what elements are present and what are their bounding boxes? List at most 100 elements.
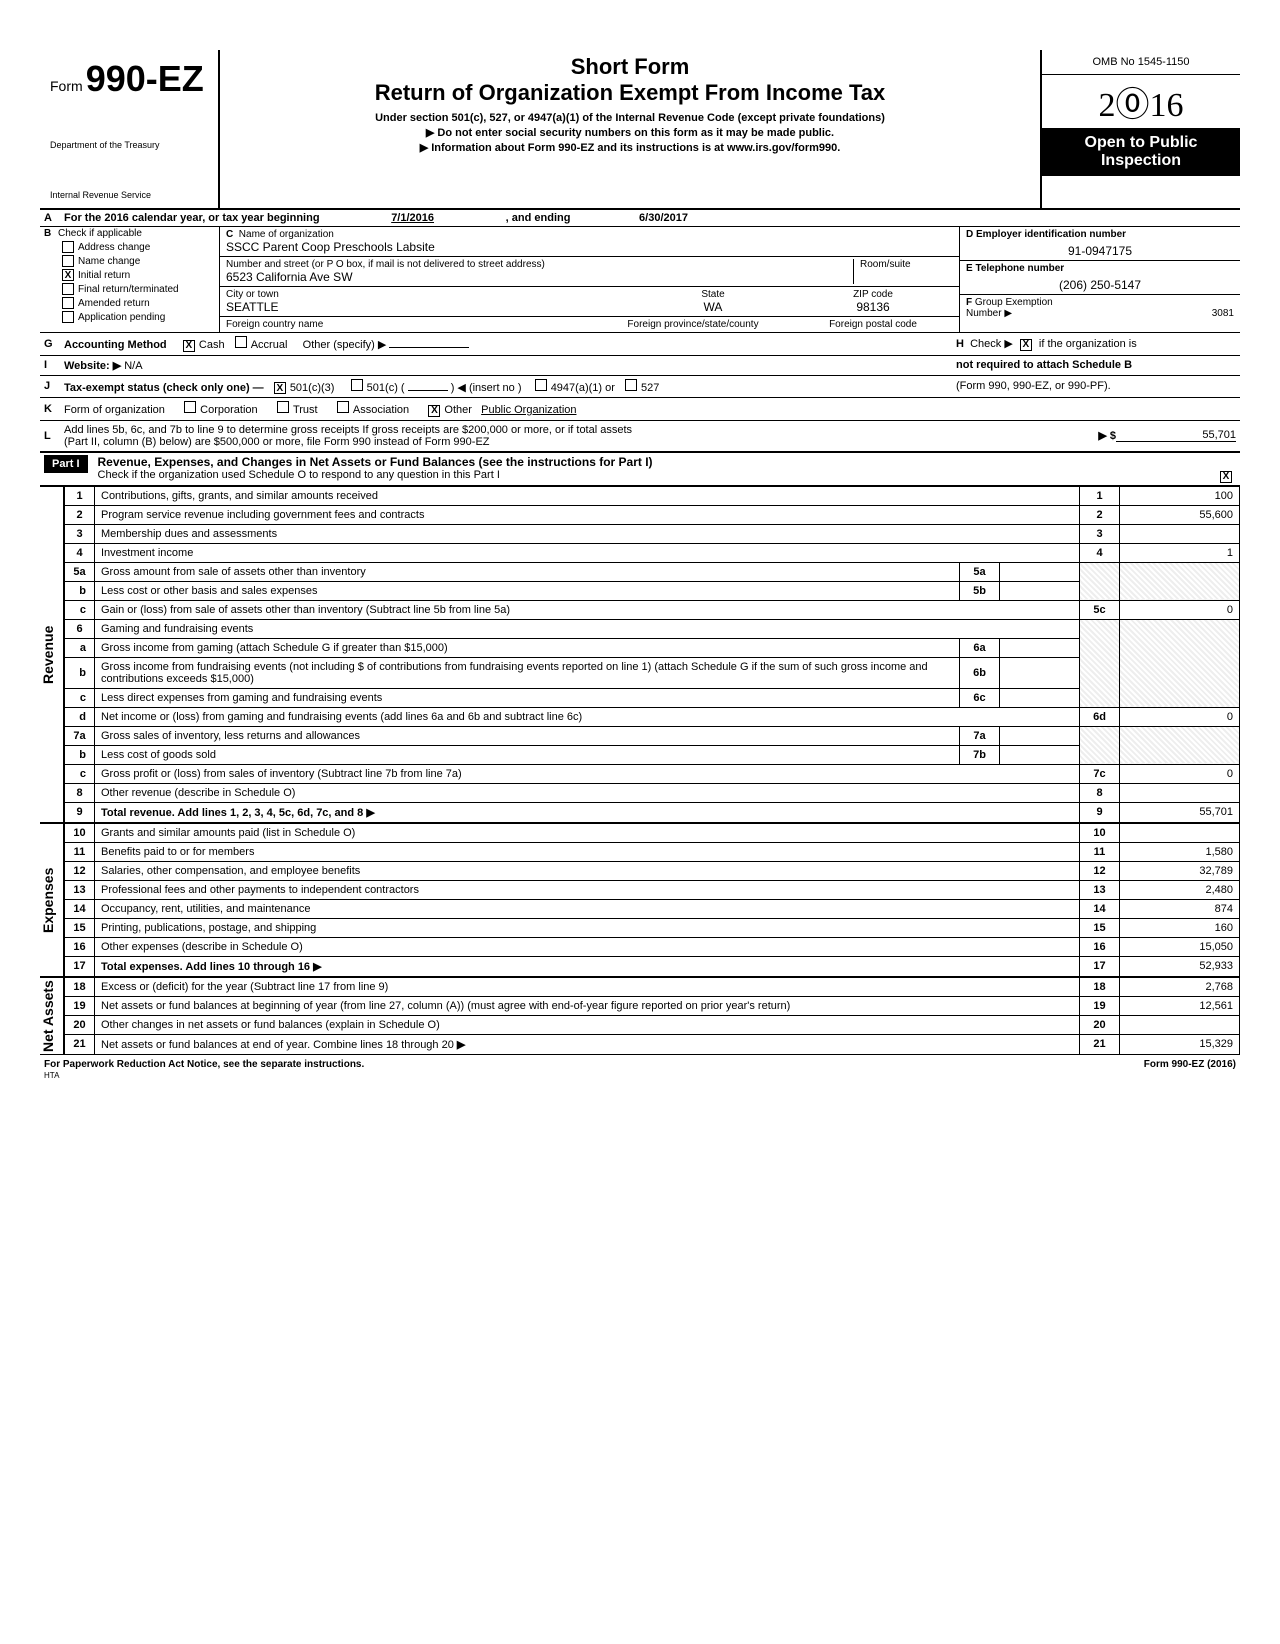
org-city: SEATTLE bbox=[226, 300, 278, 314]
line21-v: 15,329 bbox=[1120, 1034, 1240, 1054]
line19-r: 19 bbox=[1080, 996, 1120, 1015]
line5b-desc: Less cost or other basis and sales expen… bbox=[101, 585, 317, 597]
a-end: 6/30/2017 bbox=[574, 212, 754, 224]
line11-v: 1,580 bbox=[1120, 842, 1240, 861]
line12-v: 32,789 bbox=[1120, 861, 1240, 880]
line10-v bbox=[1120, 823, 1240, 842]
check-initial[interactable]: X bbox=[62, 269, 74, 281]
j-opt1: 501(c)(3) bbox=[290, 382, 335, 394]
line15-desc: Printing, publications, postage, and shi… bbox=[101, 922, 316, 934]
g-other-line bbox=[389, 347, 469, 348]
label-e: E bbox=[966, 263, 973, 274]
line1-v: 100 bbox=[1120, 486, 1240, 505]
c-city-lbl: City or town bbox=[226, 289, 279, 300]
line10-r: 10 bbox=[1080, 823, 1120, 842]
check-amended[interactable] bbox=[62, 297, 74, 309]
line21-desc: Net assets or fund balances at end of ye… bbox=[101, 1039, 454, 1051]
k-corp: Corporation bbox=[200, 404, 257, 416]
line7c-r: 7c bbox=[1080, 764, 1120, 783]
h-text4: (Form 990, 990-EZ, or 990-PF). bbox=[956, 380, 1111, 392]
h-content: H Check ▶ X if the organization is bbox=[956, 337, 1236, 351]
f-heading: Group Exemption bbox=[975, 297, 1053, 308]
check-4947[interactable] bbox=[535, 379, 547, 391]
line13-desc: Professional fees and other payments to … bbox=[101, 884, 419, 896]
check-address[interactable] bbox=[62, 241, 74, 253]
line2-r: 2 bbox=[1080, 505, 1120, 524]
expenses-table: 10 Grants and similar amounts paid (list … bbox=[64, 823, 1240, 977]
b-item-4: Amended return bbox=[78, 298, 150, 309]
netassets-table: 18Excess or (deficit) for the year (Subt… bbox=[64, 977, 1240, 1055]
j-opt3: 4947(a)(1) or bbox=[551, 382, 615, 394]
check-other-org[interactable]: X bbox=[428, 405, 440, 417]
check-501c3[interactable]: X bbox=[274, 382, 286, 394]
line12-desc: Salaries, other compensation, and employ… bbox=[101, 865, 360, 877]
h-text1: Check ▶ bbox=[970, 338, 1013, 350]
c-foreign-lbl: Foreign country name bbox=[226, 319, 323, 330]
revenue-label: Revenue bbox=[40, 486, 64, 823]
k-trust: Trust bbox=[293, 404, 318, 416]
form-number: 990-EZ bbox=[86, 58, 204, 99]
label-k: K bbox=[44, 403, 64, 415]
check-501c[interactable] bbox=[351, 379, 363, 391]
label-h: H bbox=[956, 338, 964, 350]
c-fprov-lbl: Foreign province/state/county bbox=[627, 319, 758, 330]
line15-v: 160 bbox=[1120, 918, 1240, 937]
expenses-label: Expenses bbox=[40, 823, 64, 977]
check-pending[interactable] bbox=[62, 311, 74, 323]
check-h[interactable]: X bbox=[1020, 339, 1032, 351]
l-text1: Add lines 5b, 6c, and 7b to line 9 to de… bbox=[64, 424, 632, 436]
line18-desc: Excess or (deficit) for the year (Subtra… bbox=[101, 981, 388, 993]
b-heading: Check if applicable bbox=[58, 228, 142, 239]
line14-desc: Occupancy, rent, utilities, and maintena… bbox=[101, 903, 311, 915]
header-row: Form 990-EZ Department of the Treasury I… bbox=[40, 50, 1240, 210]
f-sub: Number ▶ bbox=[966, 308, 1012, 319]
check-schedule-o[interactable]: X bbox=[1220, 471, 1232, 483]
check-corp[interactable] bbox=[184, 401, 196, 413]
line8-desc: Other revenue (describe in Schedule O) bbox=[101, 787, 295, 799]
check-trust[interactable] bbox=[277, 401, 289, 413]
j-opt2: 501(c) ( bbox=[367, 382, 405, 394]
check-cash[interactable]: X bbox=[183, 340, 195, 352]
line20-desc: Other changes in net assets or fund bala… bbox=[101, 1019, 440, 1031]
line14-v: 874 bbox=[1120, 899, 1240, 918]
line11-r: 11 bbox=[1080, 842, 1120, 861]
k-assoc: Association bbox=[353, 404, 409, 416]
line6d-r: 6d bbox=[1080, 707, 1120, 726]
part1-check: Check if the organization used Schedule … bbox=[98, 469, 500, 481]
org-zip: 98136 bbox=[856, 300, 889, 314]
b-item-5: Application pending bbox=[78, 312, 165, 323]
j-opt4: 527 bbox=[641, 382, 659, 394]
line13-v: 2,480 bbox=[1120, 880, 1240, 899]
tax-year: 2⓪16 bbox=[1042, 75, 1240, 128]
revenue-table: 1Contributions, gifts, grants, and simil… bbox=[64, 486, 1240, 823]
g-accrual: Accrual bbox=[251, 339, 288, 351]
col-b: BCheck if applicable Address change Name… bbox=[40, 227, 220, 332]
i-heading: Website: ▶ bbox=[64, 360, 121, 372]
line17-desc: Total expenses. Add lines 10 through 16 bbox=[101, 961, 310, 973]
line20-r: 20 bbox=[1080, 1015, 1120, 1034]
check-name[interactable] bbox=[62, 255, 74, 267]
row-gh: G Accounting Method XCash Accrual Other … bbox=[40, 333, 1240, 356]
line16-r: 16 bbox=[1080, 937, 1120, 956]
k-other-val: Public Organization bbox=[481, 404, 576, 416]
line2-v: 55,600 bbox=[1120, 505, 1240, 524]
c-fpost-lbl: Foreign postal code bbox=[829, 319, 917, 330]
line4-r: 4 bbox=[1080, 543, 1120, 562]
j-heading: Tax-exempt status (check only one) — bbox=[64, 382, 264, 394]
part1-header: Part I Revenue, Expenses, and Changes in… bbox=[40, 453, 1240, 486]
check-final[interactable] bbox=[62, 283, 74, 295]
check-527[interactable] bbox=[625, 379, 637, 391]
label-c: C bbox=[226, 229, 233, 240]
open-line1: Open to Public bbox=[1046, 134, 1236, 152]
check-assoc[interactable] bbox=[337, 401, 349, 413]
check-accrual[interactable] bbox=[235, 336, 247, 348]
g-heading: Accounting Method bbox=[64, 339, 167, 351]
line6b-desc: Gross income from fundraising events (no… bbox=[101, 661, 928, 685]
line5c-v: 0 bbox=[1120, 600, 1240, 619]
line13-r: 13 bbox=[1080, 880, 1120, 899]
line16-desc: Other expenses (describe in Schedule O) bbox=[101, 941, 303, 953]
line6b-m: 6b bbox=[960, 657, 1000, 688]
netassets-section: Net Assets 18Excess or (deficit) for the… bbox=[40, 977, 1240, 1055]
label-g: G bbox=[44, 338, 64, 350]
line10-desc: Grants and similar amounts paid (list in… bbox=[101, 827, 355, 839]
